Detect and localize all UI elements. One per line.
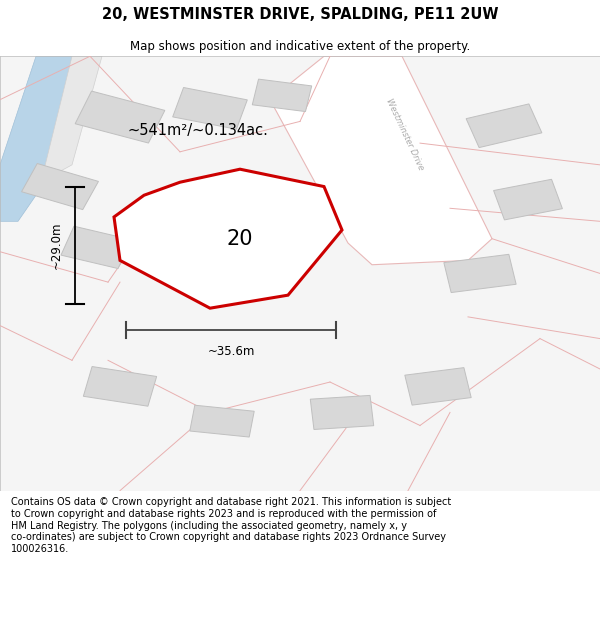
Text: 20, WESTMINSTER DRIVE, SPALDING, PE11 2UW: 20, WESTMINSTER DRIVE, SPALDING, PE11 2U… bbox=[102, 6, 498, 21]
Polygon shape bbox=[42, 56, 102, 178]
Polygon shape bbox=[466, 104, 542, 148]
Polygon shape bbox=[310, 396, 374, 429]
Text: ~35.6m: ~35.6m bbox=[208, 345, 254, 358]
Polygon shape bbox=[83, 366, 157, 406]
Polygon shape bbox=[61, 226, 131, 269]
Polygon shape bbox=[22, 164, 98, 209]
Polygon shape bbox=[494, 179, 562, 220]
Text: ~541m²/~0.134ac.: ~541m²/~0.134ac. bbox=[128, 122, 268, 138]
Polygon shape bbox=[252, 79, 312, 112]
Text: ~29.0m: ~29.0m bbox=[50, 221, 63, 269]
Polygon shape bbox=[0, 56, 600, 491]
Text: Westminster Drive: Westminster Drive bbox=[385, 97, 425, 172]
Polygon shape bbox=[405, 368, 471, 405]
Polygon shape bbox=[173, 88, 247, 129]
Text: Map shows position and indicative extent of the property.: Map shows position and indicative extent… bbox=[130, 39, 470, 52]
Polygon shape bbox=[190, 405, 254, 437]
Text: Contains OS data © Crown copyright and database right 2021. This information is : Contains OS data © Crown copyright and d… bbox=[11, 498, 451, 554]
Polygon shape bbox=[75, 91, 165, 143]
Polygon shape bbox=[444, 254, 516, 292]
Polygon shape bbox=[270, 56, 492, 265]
Text: 20: 20 bbox=[227, 229, 253, 249]
Polygon shape bbox=[0, 56, 72, 221]
Polygon shape bbox=[114, 169, 342, 308]
